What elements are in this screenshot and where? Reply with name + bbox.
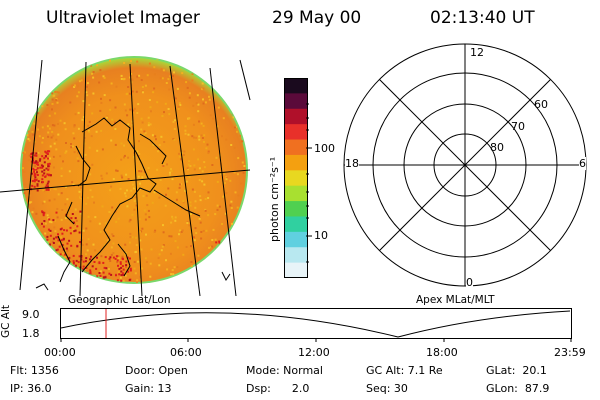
colorbar-tick-100: 100	[314, 142, 335, 155]
mlt-label-0: 0	[466, 276, 473, 289]
instrument-title: Ultraviolet Imager	[46, 8, 200, 28]
mlat-label-80: 80	[490, 141, 504, 154]
color-scale-bar	[284, 78, 308, 278]
info-ip: IP: 36.0	[10, 382, 52, 395]
altitude-axis-label: GC Alt	[0, 304, 12, 338]
time-tick-0000: 00:00	[44, 346, 76, 359]
colorbar-ticks	[306, 103, 312, 263]
time-tick-1800: 18:00	[426, 346, 458, 359]
altitude-tick-min: 1.8	[22, 327, 40, 340]
observation-date: 29 May 00	[272, 8, 362, 28]
info-glat: GLat: 20.1	[486, 364, 547, 377]
info-sequence: Seq: 30	[366, 382, 408, 395]
info-gc-altitude: GC Alt: 7.1 Re	[366, 364, 443, 377]
info-door: Door: Open	[125, 364, 188, 377]
colorbar-unit-label: photon cm⁻²s⁻¹	[268, 156, 281, 242]
geographic-grid	[0, 59, 251, 296]
mlat-label-70: 70	[511, 120, 525, 133]
altitude-timeline-plot	[60, 308, 572, 342]
mlt-label-6: 6	[579, 157, 586, 170]
uv-image-panel	[0, 56, 251, 296]
image-projection-label: Geographic Lat/Lon	[68, 294, 171, 306]
mlt-label-12: 12	[470, 46, 484, 59]
mlat-label-60: 60	[534, 98, 548, 111]
observation-time: 02:13:40 UT	[430, 8, 535, 28]
info-gain: Gain: 13	[125, 382, 172, 395]
time-tick-1200: 12:00	[298, 346, 330, 359]
auroral-disc	[20, 56, 248, 284]
polar-projection-label: Apex MLat/MLT	[416, 294, 495, 306]
coastline-overlay	[35, 117, 231, 291]
info-flight: Flt: 1356	[10, 364, 59, 377]
colorbar-tick-10: 10	[314, 229, 328, 242]
time-tick-2359: 23:59	[554, 346, 586, 359]
polar-mlat-mlt-plot	[343, 43, 587, 287]
info-glon: GLon: 87.9	[486, 382, 550, 395]
mlt-label-18: 18	[345, 157, 359, 170]
info-dsp: Dsp: 2.0	[246, 382, 310, 395]
time-tick-0600: 06:00	[170, 346, 202, 359]
altitude-tick-max: 9.0	[22, 308, 40, 321]
info-mode: Mode: Normal	[246, 364, 323, 377]
